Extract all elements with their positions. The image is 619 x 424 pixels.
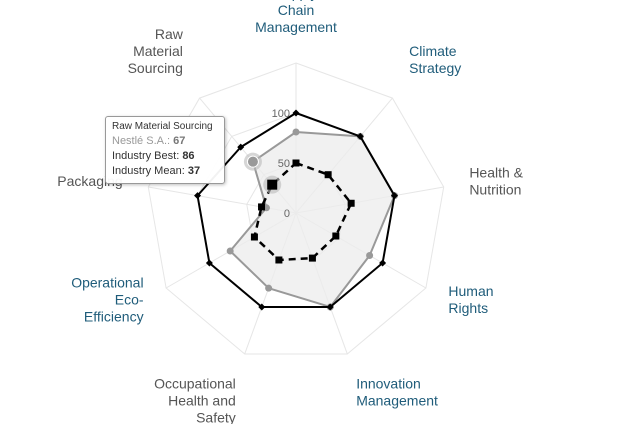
radial-tick-0: 0 <box>284 208 290 220</box>
series-1-point-0[interactable] <box>292 128 300 136</box>
category-labels: SupplyChainManagementClimateStrategyHeal… <box>57 0 523 424</box>
category-label-2-line-1: Nutrition <box>469 181 521 197</box>
series-2-point-1[interactable] <box>324 171 332 179</box>
radial-tick-2: 100 <box>272 108 290 120</box>
tooltip-best-value: 86 <box>182 150 195 162</box>
category-label-2-line-0: Health & <box>469 164 523 180</box>
series-0-point-3[interactable] <box>379 259 387 267</box>
category-label-1-line-1: Strategy <box>409 60 461 76</box>
hover-point-mean <box>267 179 278 190</box>
series-0-point-4[interactable] <box>326 303 334 311</box>
series-2-point-5[interactable] <box>275 256 283 264</box>
category-label-8-line-2: Sourcing <box>128 60 183 76</box>
category-label-4-line-1: Management <box>356 392 438 408</box>
series-2-point-6[interactable] <box>250 233 258 241</box>
series-0-point-8[interactable] <box>237 143 245 151</box>
series-2-point-3[interactable] <box>332 232 340 240</box>
category-label-0-line-2: Management <box>255 19 337 35</box>
category-label-1-line-0: Climate <box>409 43 457 59</box>
series-1-point-5[interactable] <box>265 284 273 292</box>
series-0-point-5[interactable] <box>258 303 266 311</box>
category-label-4-line-0: Innovation <box>356 375 421 391</box>
hover-point-company <box>246 155 259 168</box>
category-label-5-line-1: Health and <box>168 392 236 408</box>
hover-highlight <box>243 152 282 194</box>
category-label-5: Occupational Health and Safety <box>154 375 236 424</box>
category-label-3: Human Rights <box>448 283 493 316</box>
series-2-point-7[interactable] <box>258 203 266 211</box>
category-label-8-line-1: Material <box>133 43 183 59</box>
radial-tick-labels: 0 50 100 <box>272 108 290 220</box>
tooltip-mean-value: 37 <box>187 165 201 177</box>
tooltip-title: Raw Material Sourcing <box>112 121 213 132</box>
tooltip-company-value: 67 <box>173 135 186 147</box>
category-label-8: Raw Material Sourcing <box>128 26 184 76</box>
radial-tick-1: 50 <box>278 158 290 170</box>
series-2-point-0[interactable] <box>292 159 300 167</box>
series-2-point-2[interactable] <box>347 199 355 207</box>
series-0-point-1[interactable] <box>356 132 364 140</box>
category-label-6: Operational Eco-Efficiency <box>71 275 144 325</box>
tooltip-mean-label: Industry Mean: <box>112 165 188 177</box>
category-label-6-line-2: Efficiency <box>84 309 144 325</box>
series-0-point-0[interactable] <box>292 109 300 117</box>
category-label-5-line-0: Occupational <box>154 375 236 391</box>
category-label-4: Innovation Management <box>356 375 438 408</box>
category-label-5-line-2: Safety <box>196 409 236 424</box>
series-0-point-2[interactable] <box>390 192 398 200</box>
series-2-point-4[interactable] <box>308 254 316 262</box>
category-label-1: Climate Strategy <box>409 43 461 76</box>
tooltip-best-row: Industry Best: 86 <box>112 149 218 164</box>
category-label-0: SupplyChainManagement <box>255 0 337 35</box>
category-label-6-line-1: Eco- <box>115 292 144 308</box>
category-label-6-line-0: Operational <box>71 275 143 291</box>
series-0-point-6[interactable] <box>205 259 213 267</box>
tooltip-mean-row: Industry Mean: 37 <box>112 164 218 179</box>
category-label-3-line-0: Human <box>448 283 493 299</box>
series-line-2 <box>253 161 353 262</box>
tooltip-best-label: Industry Best: <box>112 150 183 162</box>
tooltip-company-row: Nestlé S.A.: 67 <box>112 134 218 149</box>
category-label-0-line-1: Chain <box>278 2 315 18</box>
series-0-point-7[interactable] <box>194 192 202 200</box>
category-label-3-line-1: Rights <box>448 300 488 316</box>
category-label-0-line-0: Supply <box>275 0 318 1</box>
category-label-8-line-0: Raw <box>155 26 184 42</box>
tooltip-company-label: Nestlé S.A.: <box>112 135 174 147</box>
category-label-2: Health & Nutrition <box>469 164 523 197</box>
series-1-point-3[interactable] <box>366 252 374 259</box>
tooltip: Raw Material Sourcing Nestlé S.A.: 67 In… <box>105 116 225 184</box>
series-1-point-6[interactable] <box>226 247 234 255</box>
